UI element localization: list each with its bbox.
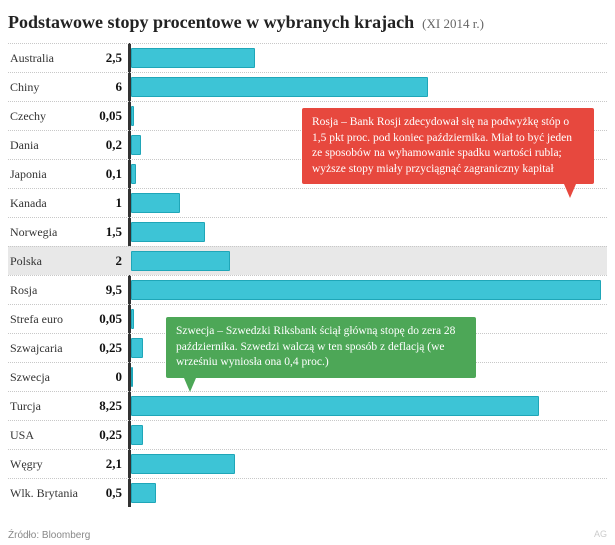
value-label: 2,1 bbox=[86, 456, 128, 472]
chart-row: Australia2,5 bbox=[8, 43, 607, 72]
chart-row: Chiny6 bbox=[8, 72, 607, 101]
value-label: 2 bbox=[86, 253, 128, 269]
bar-area bbox=[128, 276, 607, 304]
country-label: USA bbox=[8, 428, 86, 443]
value-label: 0,5 bbox=[86, 485, 128, 501]
bar bbox=[131, 338, 143, 358]
value-label: 6 bbox=[86, 79, 128, 95]
value-label: 0,05 bbox=[86, 311, 128, 327]
country-label: Szwajcaria bbox=[8, 341, 86, 356]
country-label: Czechy bbox=[8, 109, 86, 124]
chart-header: Podstawowe stopy procentowe w wybranych … bbox=[8, 12, 607, 33]
bar-area bbox=[128, 73, 607, 101]
bar bbox=[131, 396, 539, 416]
bar-area bbox=[128, 218, 607, 246]
bar bbox=[131, 425, 143, 445]
chart-title-suffix: (XI 2014 r.) bbox=[422, 16, 484, 31]
chart-row: Polska2 bbox=[8, 246, 607, 275]
chart-row: Turcja8,25 bbox=[8, 391, 607, 420]
bar-area bbox=[128, 189, 607, 217]
value-label: 0,25 bbox=[86, 427, 128, 443]
bar bbox=[131, 280, 601, 300]
bar-area bbox=[128, 450, 607, 478]
chart-row: Wlk. Brytania0,5 bbox=[8, 478, 607, 507]
country-label: Polska bbox=[8, 254, 86, 269]
chart-row: USA0,25 bbox=[8, 420, 607, 449]
value-label: 0,05 bbox=[86, 108, 128, 124]
country-label: Australia bbox=[8, 51, 86, 66]
bar-area bbox=[128, 421, 607, 449]
bar bbox=[131, 483, 156, 503]
callout-box: Rosja – Bank Rosji zdecydował się na pod… bbox=[302, 108, 594, 184]
chart-row: Rosja9,5 bbox=[8, 275, 607, 304]
country-label: Kanada bbox=[8, 196, 86, 211]
bar bbox=[131, 222, 205, 242]
value-label: 0,2 bbox=[86, 137, 128, 153]
country-label: Węgry bbox=[8, 457, 86, 472]
value-label: 9,5 bbox=[86, 282, 128, 298]
country-label: Rosja bbox=[8, 283, 86, 298]
value-label: 2,5 bbox=[86, 50, 128, 66]
bar-area bbox=[128, 247, 607, 275]
bar bbox=[131, 135, 141, 155]
callout-tail bbox=[184, 378, 196, 392]
callout-tail bbox=[564, 184, 576, 198]
country-label: Szwecja bbox=[8, 370, 86, 385]
value-label: 0 bbox=[86, 369, 128, 385]
bar bbox=[131, 77, 428, 97]
value-label: 8,25 bbox=[86, 398, 128, 414]
chart-row: Węgry2,1 bbox=[8, 449, 607, 478]
value-label: 0,25 bbox=[86, 340, 128, 356]
bar bbox=[131, 309, 134, 329]
country-label: Dania bbox=[8, 138, 86, 153]
value-label: 0,1 bbox=[86, 166, 128, 182]
country-label: Turcja bbox=[8, 399, 86, 414]
country-label: Japonia bbox=[8, 167, 86, 182]
value-label: 1,5 bbox=[86, 224, 128, 240]
value-label: 1 bbox=[86, 195, 128, 211]
country-label: Norwegia bbox=[8, 225, 86, 240]
bar bbox=[131, 164, 136, 184]
bar bbox=[131, 367, 133, 387]
bar bbox=[131, 106, 134, 126]
bar-area bbox=[128, 392, 607, 420]
country-label: Strefa euro bbox=[8, 312, 86, 327]
bar-area bbox=[128, 479, 607, 507]
country-label: Chiny bbox=[8, 80, 86, 95]
chart-title: Podstawowe stopy procentowe w wybranych … bbox=[8, 12, 414, 32]
bar-area bbox=[128, 44, 607, 72]
bar bbox=[131, 48, 255, 68]
chart-source: Źródło: Bloomberg bbox=[8, 530, 90, 541]
bar bbox=[131, 454, 235, 474]
country-label: Wlk. Brytania bbox=[8, 486, 86, 501]
chart-row: Kanada1 bbox=[8, 188, 607, 217]
callout-box: Szwecja – Szwedzki Riksbank ściął główną… bbox=[166, 317, 476, 378]
bar bbox=[131, 193, 180, 213]
watermark: AG bbox=[594, 529, 607, 539]
chart-row: Norwegia1,5 bbox=[8, 217, 607, 246]
bar bbox=[131, 251, 230, 271]
